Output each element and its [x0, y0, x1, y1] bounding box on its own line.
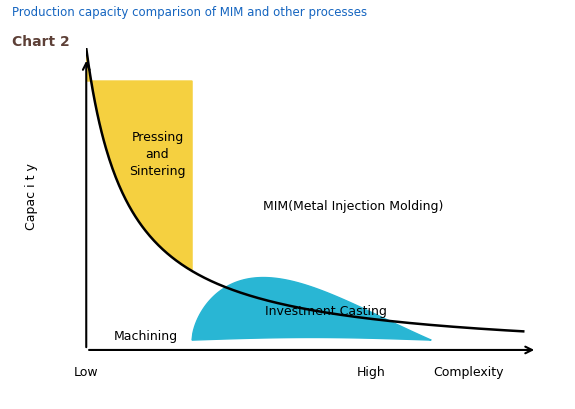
Text: Investment Casting: Investment Casting: [264, 304, 386, 317]
Text: Low: Low: [74, 365, 98, 378]
Text: Pressing
and
Sintering: Pressing and Sintering: [129, 130, 186, 177]
Text: Capac i t y: Capac i t y: [25, 163, 37, 230]
Text: Complexity: Complexity: [433, 365, 503, 378]
Polygon shape: [86, 49, 192, 272]
Text: Production capacity comparison of MIM and other processes: Production capacity comparison of MIM an…: [12, 6, 367, 19]
Text: MIM(Metal Injection Molding): MIM(Metal Injection Molding): [263, 200, 443, 213]
Text: Chart 2: Chart 2: [12, 35, 69, 49]
Text: High: High: [357, 365, 386, 378]
Text: Machining: Machining: [114, 329, 178, 342]
Polygon shape: [192, 278, 431, 340]
